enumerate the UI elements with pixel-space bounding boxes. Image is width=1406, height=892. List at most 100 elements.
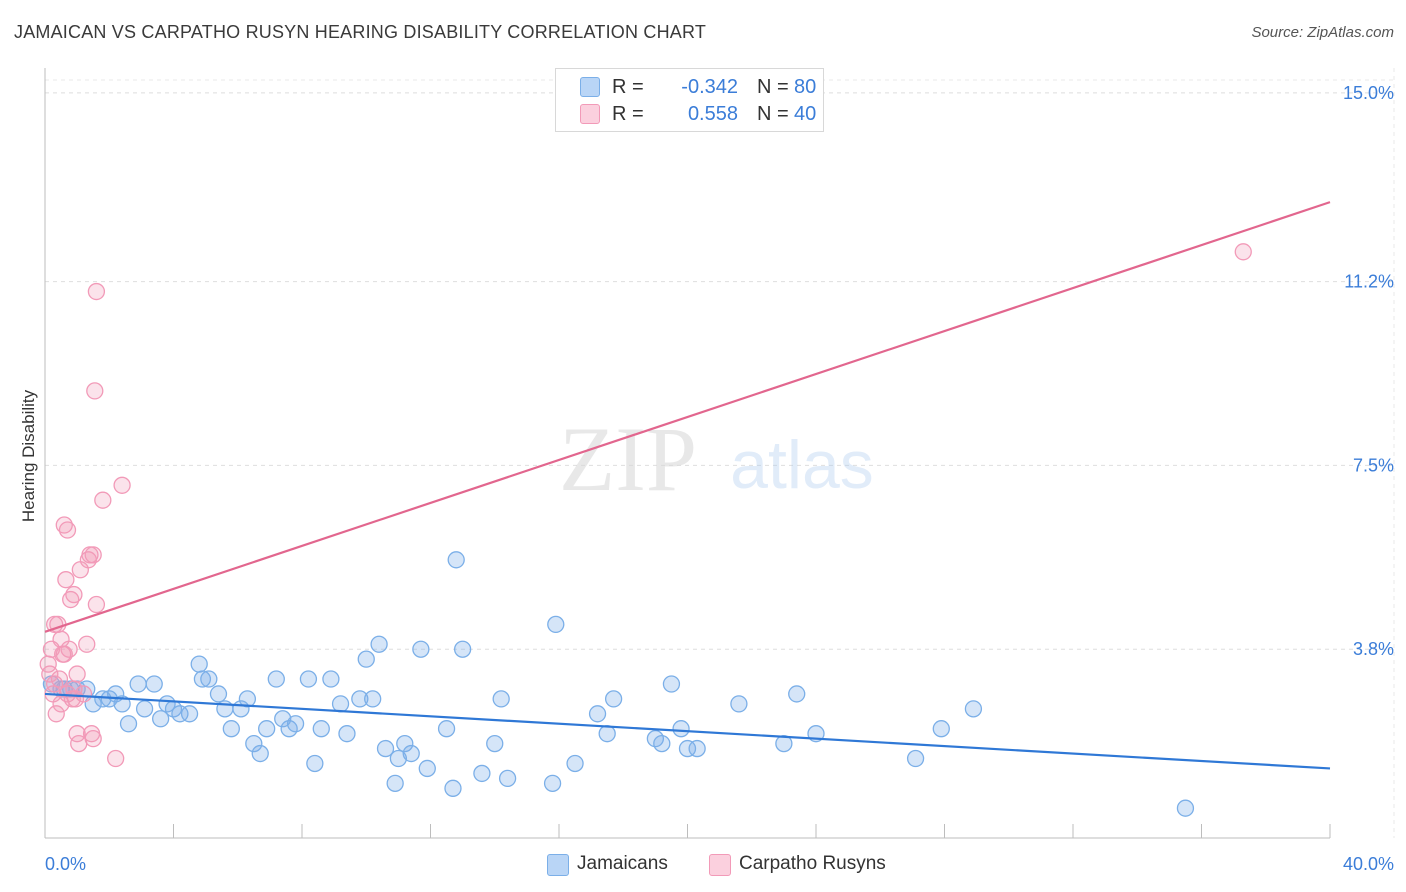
- point-jamaicans: [357, 650, 375, 668]
- legend-n-value: 80: [794, 76, 817, 98]
- point-carpatho-rusyns: [86, 382, 104, 400]
- point-jamaicans: [376, 739, 395, 758]
- point-jamaicans: [402, 744, 420, 763]
- point-jamaicans: [222, 720, 240, 738]
- watermark: ZIP atlas: [559, 408, 874, 510]
- point-carpatho-rusyns: [68, 665, 86, 683]
- point-jamaicans: [498, 769, 517, 788]
- point-jamaicans: [547, 615, 565, 634]
- point-jamaicans: [486, 734, 504, 753]
- point-carpatho-rusyns: [87, 595, 106, 614]
- point-jamaicans: [444, 779, 462, 797]
- point-jamaicans: [286, 715, 305, 733]
- point-carpatho-rusyns: [57, 571, 75, 589]
- x-tick-label-min: 0.0%: [45, 854, 86, 874]
- series-label-carpatho-rusyns: Carpatho Rusyns: [739, 853, 886, 874]
- trend-lines: [44, 201, 1331, 770]
- point-jamaicans: [386, 774, 404, 793]
- point-jamaicans: [964, 700, 983, 718]
- point-carpatho-rusyns: [62, 590, 80, 609]
- point-jamaicans: [322, 670, 340, 688]
- series-swatch-jamaicans: [547, 854, 569, 876]
- point-carpatho-rusyns: [84, 546, 102, 564]
- point-jamaicans: [730, 695, 748, 713]
- point-carpatho-rusyns: [55, 645, 73, 663]
- watermark-atlas: atlas: [730, 427, 874, 503]
- point-jamaicans: [418, 759, 436, 778]
- point-jamaicans: [370, 635, 388, 653]
- point-carpatho-rusyns: [113, 476, 131, 494]
- point-jamaicans: [437, 720, 456, 738]
- point-carpatho-rusyns: [84, 729, 102, 748]
- legend-r-value: 0.558: [687, 103, 738, 125]
- y-tick-label: 15.0%: [1343, 83, 1394, 103]
- y-tick-label: 11.2%: [1344, 272, 1394, 292]
- correlation-legend: R = -0.342 N = 80 R = 0.558 N = 40: [555, 68, 824, 132]
- x-tick-label-max: 40.0%: [1343, 854, 1394, 874]
- point-jamaicans: [1176, 799, 1195, 817]
- point-jamaicans: [94, 690, 112, 708]
- point-jamaicans: [238, 690, 257, 708]
- point-carpatho-rusyns: [87, 282, 106, 301]
- point-jamaicans: [200, 670, 218, 688]
- point-carpatho-rusyns: [45, 675, 64, 693]
- x-ticks: [173, 824, 1331, 838]
- legend-swatch-jamaicans: [580, 77, 600, 97]
- point-jamaicans: [129, 675, 147, 693]
- point-jamaicans: [588, 705, 607, 723]
- point-jamaicans: [119, 715, 138, 733]
- point-carpatho-rusyns: [41, 665, 59, 683]
- point-jamaicans: [351, 690, 369, 708]
- point-jamaicans: [306, 754, 324, 773]
- y-tick-label: 3.8%: [1353, 639, 1394, 659]
- point-jamaicans: [180, 705, 199, 723]
- legend-r-label: R =: [612, 76, 644, 98]
- point-jamaicans: [453, 640, 472, 658]
- y-tick-labels: 3.8% 7.5% 11.2% 15.0%: [1343, 83, 1394, 659]
- trend-line-carpatho-rusyns: [44, 201, 1331, 633]
- point-jamaicans: [113, 695, 131, 713]
- point-carpatho-rusyns: [107, 749, 125, 768]
- point-jamaicans: [932, 720, 950, 738]
- point-carpatho-rusyns: [55, 516, 73, 534]
- point-jamaicans: [396, 734, 414, 753]
- point-jamaicans: [389, 749, 408, 768]
- point-jamaicans: [492, 690, 510, 708]
- point-jamaicans: [604, 690, 623, 708]
- point-jamaicans: [543, 774, 562, 793]
- point-jamaicans: [412, 640, 430, 658]
- point-jamaicans: [267, 670, 285, 688]
- point-jamaicans: [145, 675, 163, 693]
- point-jamaicans: [653, 734, 671, 753]
- point-jamaicans: [688, 739, 706, 758]
- point-carpatho-rusyns: [78, 635, 96, 653]
- point-jamaicans: [788, 685, 806, 703]
- point-jamaicans: [775, 734, 793, 753]
- point-jamaicans: [672, 720, 690, 738]
- y-tick-label: 7.5%: [1353, 455, 1394, 475]
- point-jamaicans: [906, 749, 925, 768]
- source-label: Source: ZipAtlas.com: [1251, 24, 1394, 41]
- legend-r-value: -0.342: [681, 76, 738, 98]
- point-carpatho-rusyns: [50, 670, 69, 688]
- point-jamaicans: [193, 670, 212, 688]
- point-jamaicans: [331, 695, 350, 713]
- point-jamaicans: [190, 655, 208, 673]
- point-jamaicans: [447, 551, 465, 569]
- trend-line-jamaicans: [44, 692, 1331, 770]
- point-carpatho-rusyns: [60, 640, 78, 658]
- point-jamaicans: [274, 710, 292, 728]
- point-jamaicans: [312, 720, 330, 738]
- series-label-jamaicans: Jamaicans: [577, 853, 668, 874]
- point-jamaicans: [598, 725, 616, 743]
- point-jamaicans: [299, 670, 318, 688]
- point-jamaicans: [245, 734, 263, 753]
- point-jamaicans: [662, 675, 681, 693]
- chart-title: JAMAICAN VS CARPATHO RUSYN HEARING DISAB…: [14, 22, 707, 42]
- point-jamaicans: [209, 685, 228, 703]
- legend-r-label: R =: [612, 103, 644, 125]
- point-jamaicans: [135, 700, 154, 718]
- legend-swatch-carpatho-rusyns: [580, 104, 600, 124]
- point-carpatho-rusyns: [74, 685, 93, 703]
